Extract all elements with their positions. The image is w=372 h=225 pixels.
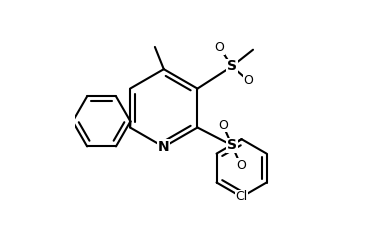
Text: N: N [158, 140, 170, 154]
Text: S: S [227, 138, 237, 152]
Text: O: O [236, 159, 246, 172]
Text: O: O [218, 119, 228, 132]
Text: Cl: Cl [235, 190, 248, 203]
Text: S: S [227, 59, 237, 73]
Text: O: O [244, 74, 253, 87]
Text: O: O [215, 41, 225, 54]
